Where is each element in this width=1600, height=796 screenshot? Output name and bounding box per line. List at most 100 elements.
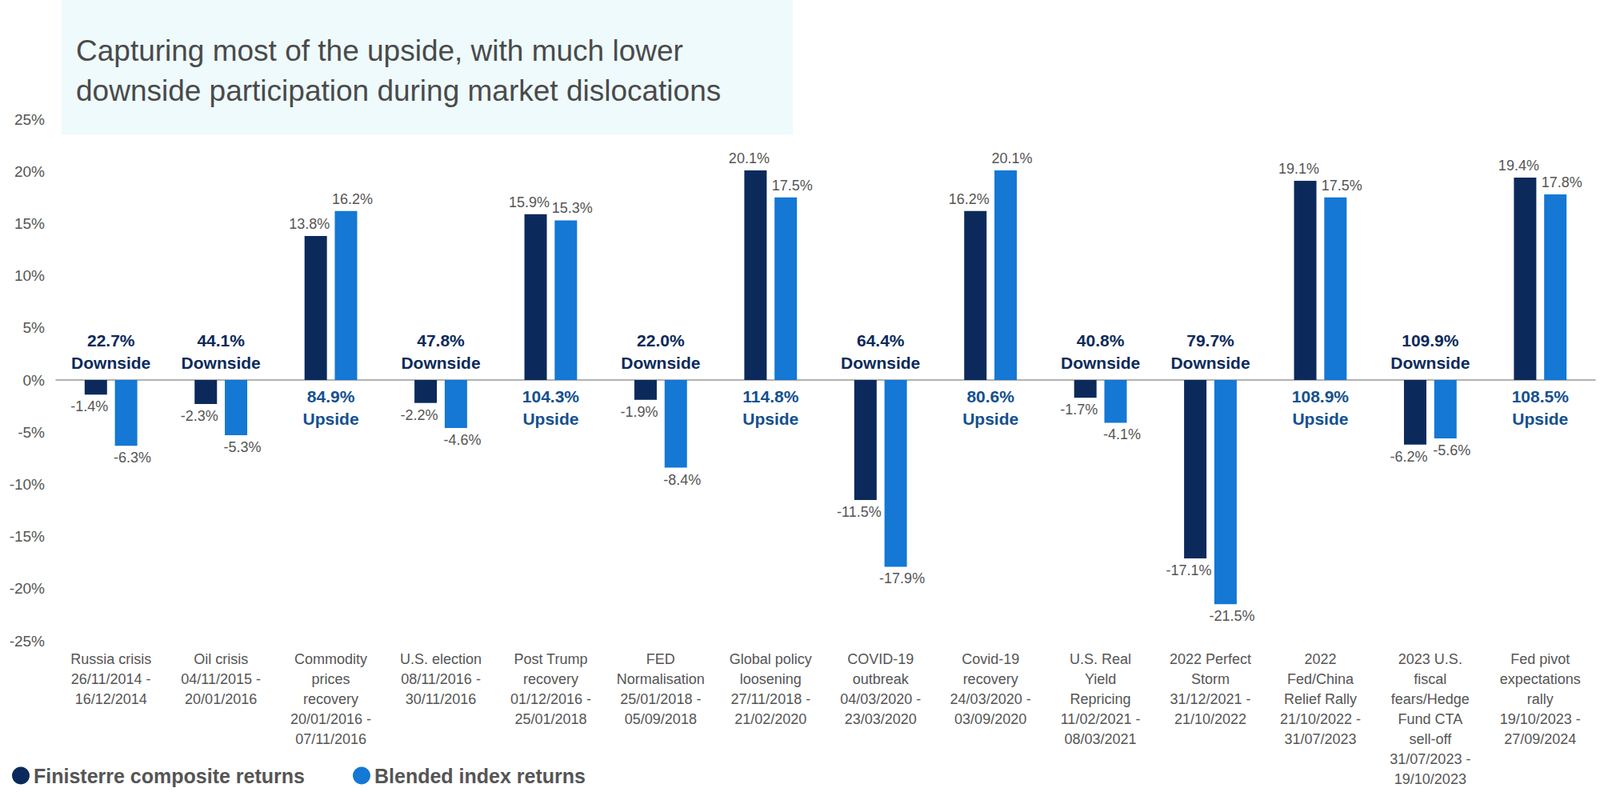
svg-text:08/03/2021: 08/03/2021 (1064, 731, 1137, 748)
svg-text:21/02/2020: 21/02/2020 (734, 711, 807, 728)
svg-text:24/03/2020 -: 24/03/2020 - (950, 691, 1032, 708)
svg-text:20.1%: 20.1% (992, 150, 1033, 167)
svg-text:17.5%: 17.5% (1321, 177, 1363, 194)
svg-text:-17.1%: -17.1% (1166, 562, 1212, 579)
svg-text:23/03/2020: 23/03/2020 (844, 711, 917, 728)
svg-text:-1.9%: -1.9% (620, 404, 658, 420)
svg-text:0%: 0% (23, 372, 46, 389)
svg-text:44.1%: 44.1% (196, 331, 245, 350)
svg-text:19.1%: 19.1% (1278, 160, 1320, 177)
svg-text:108.5%: 108.5% (1512, 387, 1570, 406)
svg-text:Downside: Downside (1170, 353, 1250, 372)
svg-text:Upside: Upside (1292, 409, 1348, 428)
svg-text:-8.4%: -8.4% (663, 472, 701, 488)
svg-text:Oil crisis: Oil crisis (193, 651, 248, 668)
svg-text:outbreak: outbreak (852, 671, 910, 688)
svg-text:25/01/2018 -: 25/01/2018 - (620, 691, 701, 708)
svg-text:recovery: recovery (303, 691, 359, 708)
svg-text:Upside: Upside (962, 409, 1019, 428)
svg-text:Downside: Downside (1390, 353, 1470, 372)
svg-text:21/10/2022: 21/10/2022 (1174, 711, 1247, 728)
svg-text:Relief Rally: Relief Rally (1284, 691, 1357, 708)
svg-text:2022 Perfect: 2022 Perfect (1169, 651, 1252, 668)
svg-text:-20%: -20% (9, 580, 45, 597)
svg-text:17.8%: 17.8% (1541, 174, 1583, 191)
svg-text:Downside: Downside (1060, 353, 1140, 372)
svg-text:Fed pivot: Fed pivot (1510, 651, 1570, 668)
svg-text:07/11/2016: 07/11/2016 (295, 731, 367, 748)
svg-text:-25%: -25% (9, 632, 45, 650)
svg-text:Fed/China: Fed/China (1287, 671, 1355, 688)
svg-text:Repricing: Repricing (1070, 691, 1132, 708)
svg-text:-2.2%: -2.2% (400, 407, 439, 424)
svg-text:Commodity: Commodity (294, 651, 368, 668)
svg-text:114.8%: 114.8% (742, 387, 799, 406)
svg-text:04/11/2015 -: 04/11/2015 - (180, 671, 261, 688)
svg-text:08/11/2016 -: 08/11/2016 - (400, 671, 481, 688)
svg-text:Capturing most of the upside,: Capturing most of the upside, with much … (76, 34, 684, 68)
svg-text:40.8%: 40.8% (1076, 331, 1125, 350)
svg-text:U.S. Real: U.S. Real (1069, 651, 1132, 668)
svg-text:COVID-19: COVID-19 (847, 651, 914, 668)
svg-text:rally: rally (1527, 691, 1554, 708)
svg-text:Downside: Downside (71, 353, 151, 372)
svg-text:5%: 5% (23, 319, 46, 336)
svg-text:64.4%: 64.4% (856, 331, 905, 350)
svg-text:30/11/2016: 30/11/2016 (405, 691, 477, 708)
svg-text:15.9%: 15.9% (508, 194, 550, 211)
svg-text:25/01/2018: 25/01/2018 (514, 711, 587, 728)
svg-text:109.9%: 109.9% (1401, 331, 1460, 350)
svg-text:Upside: Upside (742, 409, 799, 428)
svg-text:Fund CTA: Fund CTA (1398, 711, 1464, 728)
svg-text:21/10/2022 -: 21/10/2022 - (1280, 711, 1361, 728)
svg-text:-5%: -5% (17, 424, 45, 441)
svg-text:80.6%: 80.6% (966, 387, 1015, 406)
svg-text:-4.1%: -4.1% (1103, 426, 1141, 443)
svg-text:loosening: loosening (740, 671, 802, 688)
svg-text:-5.6%: -5.6% (1432, 442, 1471, 459)
svg-text:15%: 15% (14, 215, 45, 232)
svg-text:Finisterre composite returns: Finisterre composite returns (33, 764, 305, 788)
svg-text:-1.4%: -1.4% (70, 398, 108, 415)
svg-text:16.2%: 16.2% (948, 191, 990, 208)
svg-text:27/09/2024: 27/09/2024 (1504, 731, 1576, 748)
svg-text:13.8%: 13.8% (288, 216, 330, 232)
svg-text:-1.7%: -1.7% (1060, 401, 1098, 418)
svg-text:19/10/2023 -: 19/10/2023 - (1500, 711, 1581, 728)
svg-text:-21.5%: -21.5% (1208, 608, 1255, 624)
svg-text:01/12/2016 -: 01/12/2016 - (510, 691, 592, 708)
svg-text:Upside: Upside (522, 409, 579, 428)
svg-text:-6.2%: -6.2% (1389, 448, 1428, 465)
svg-text:Downside: Downside (400, 353, 480, 372)
svg-text:05/09/2018: 05/09/2018 (624, 711, 697, 728)
svg-text:Upside: Upside (1512, 409, 1568, 428)
svg-text:04/03/2020 -: 04/03/2020 - (840, 691, 921, 708)
svg-text:22.7%: 22.7% (87, 331, 136, 350)
svg-text:Global policy: Global policy (729, 651, 812, 668)
svg-text:-4.6%: -4.6% (443, 432, 481, 448)
svg-text:104.3%: 104.3% (522, 387, 580, 406)
svg-text:108.9%: 108.9% (1292, 387, 1350, 406)
svg-text:20%: 20% (14, 163, 45, 180)
svg-text:Yield: Yield (1084, 671, 1116, 688)
svg-text:Normalisation: Normalisation (616, 671, 705, 688)
svg-text:recovery: recovery (523, 671, 579, 688)
svg-text:16/12/2014: 16/12/2014 (75, 691, 148, 708)
svg-text:prices: prices (312, 671, 351, 688)
svg-text:sell-off: sell-off (1409, 731, 1453, 748)
svg-text:16.2%: 16.2% (332, 191, 373, 208)
svg-text:79.7%: 79.7% (1186, 331, 1235, 350)
svg-text:FED: FED (646, 651, 676, 668)
svg-text:Storm: Storm (1191, 671, 1230, 688)
svg-text:2023 U.S.: 2023 U.S. (1398, 651, 1463, 668)
svg-text:-5.3%: -5.3% (224, 439, 262, 456)
svg-text:Post Trump: Post Trump (513, 651, 588, 668)
svg-text:-6.3%: -6.3% (113, 449, 152, 466)
svg-text:84.9%: 84.9% (307, 387, 356, 406)
svg-text:20/01/2016 -: 20/01/2016 - (290, 711, 372, 728)
svg-text:-15%: -15% (9, 528, 45, 545)
svg-text:fiscal: fiscal (1413, 671, 1447, 688)
svg-text:Downside: Downside (181, 353, 261, 372)
svg-text:Blended index returns: Blended index returns (374, 764, 586, 788)
svg-text:47.8%: 47.8% (416, 331, 465, 350)
